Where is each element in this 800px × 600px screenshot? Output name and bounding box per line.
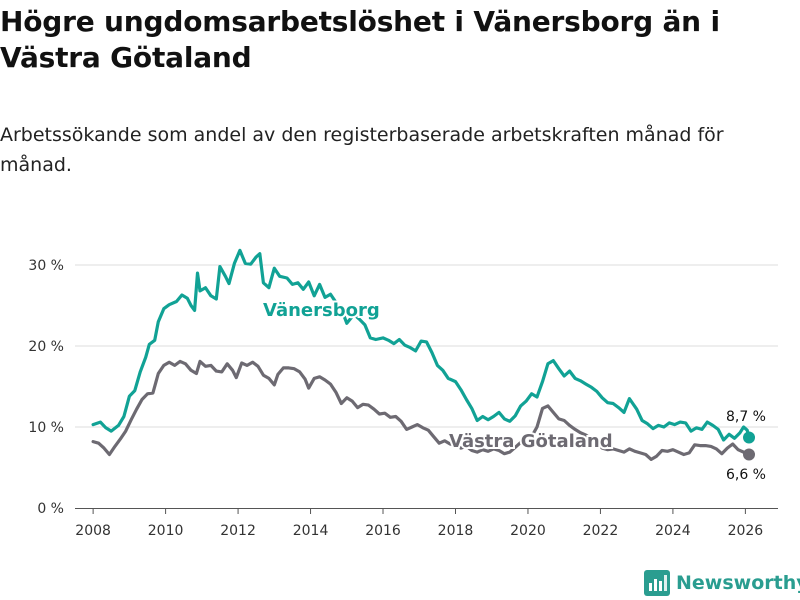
y-tick-label: 30 % [28, 258, 64, 274]
brand-logo: Newsworthy [644, 568, 800, 598]
end-label-vanersborg: 8,7 % [726, 409, 766, 425]
x-tick-label: 2008 [75, 523, 111, 539]
y-tick-label: 0 % [37, 501, 64, 517]
chart-title: Högre ungdomsarbetslöshet i Vänersborg ä… [0, 5, 720, 74]
y-tick-label: 20 % [28, 339, 64, 355]
x-tick-label: 2012 [220, 523, 256, 539]
end-markers: 8,7 % 6,6 % [726, 409, 766, 483]
series-lines [91, 248, 751, 461]
chart-subtitle: Arbetssökande som andel av den registerb… [0, 124, 724, 176]
x-tick-label: 2010 [148, 523, 184, 539]
x-tick-label: 2016 [365, 523, 401, 539]
series-labels: Vänersborg Västra Götaland [261, 298, 615, 454]
y-axis-ticks: 0 % 10 % 20 % 30 % [28, 258, 64, 517]
newsworthy-logo-icon [644, 570, 670, 596]
end-label-vastra-gotaland: 6,6 % [726, 467, 766, 483]
x-tick-label: 2022 [583, 523, 619, 539]
series-line-vanersborg [91, 248, 751, 442]
end-point-vanersborg [743, 431, 756, 444]
x-tick-label: 2026 [728, 523, 764, 539]
series-line-vastra-gotaland [91, 359, 751, 461]
x-tick-label: 2024 [655, 523, 691, 539]
x-axis: 2008 2010 2012 2014 2016 2018 2020 2022 2024 2026 [75, 508, 778, 539]
x-tick-label: 2020 [510, 523, 546, 539]
gridlines [75, 264, 778, 428]
brand-name: Newsworthy [676, 572, 800, 594]
series-label-vanersborg: Vänersborg [263, 300, 380, 321]
series-label-vastra-gotaland: Västra Götaland [449, 431, 613, 452]
x-tick-label: 2014 [293, 523, 329, 539]
x-tick-label: 2018 [438, 523, 474, 539]
y-tick-label: 10 % [28, 420, 64, 436]
end-point-vastra-gotaland [743, 448, 756, 461]
